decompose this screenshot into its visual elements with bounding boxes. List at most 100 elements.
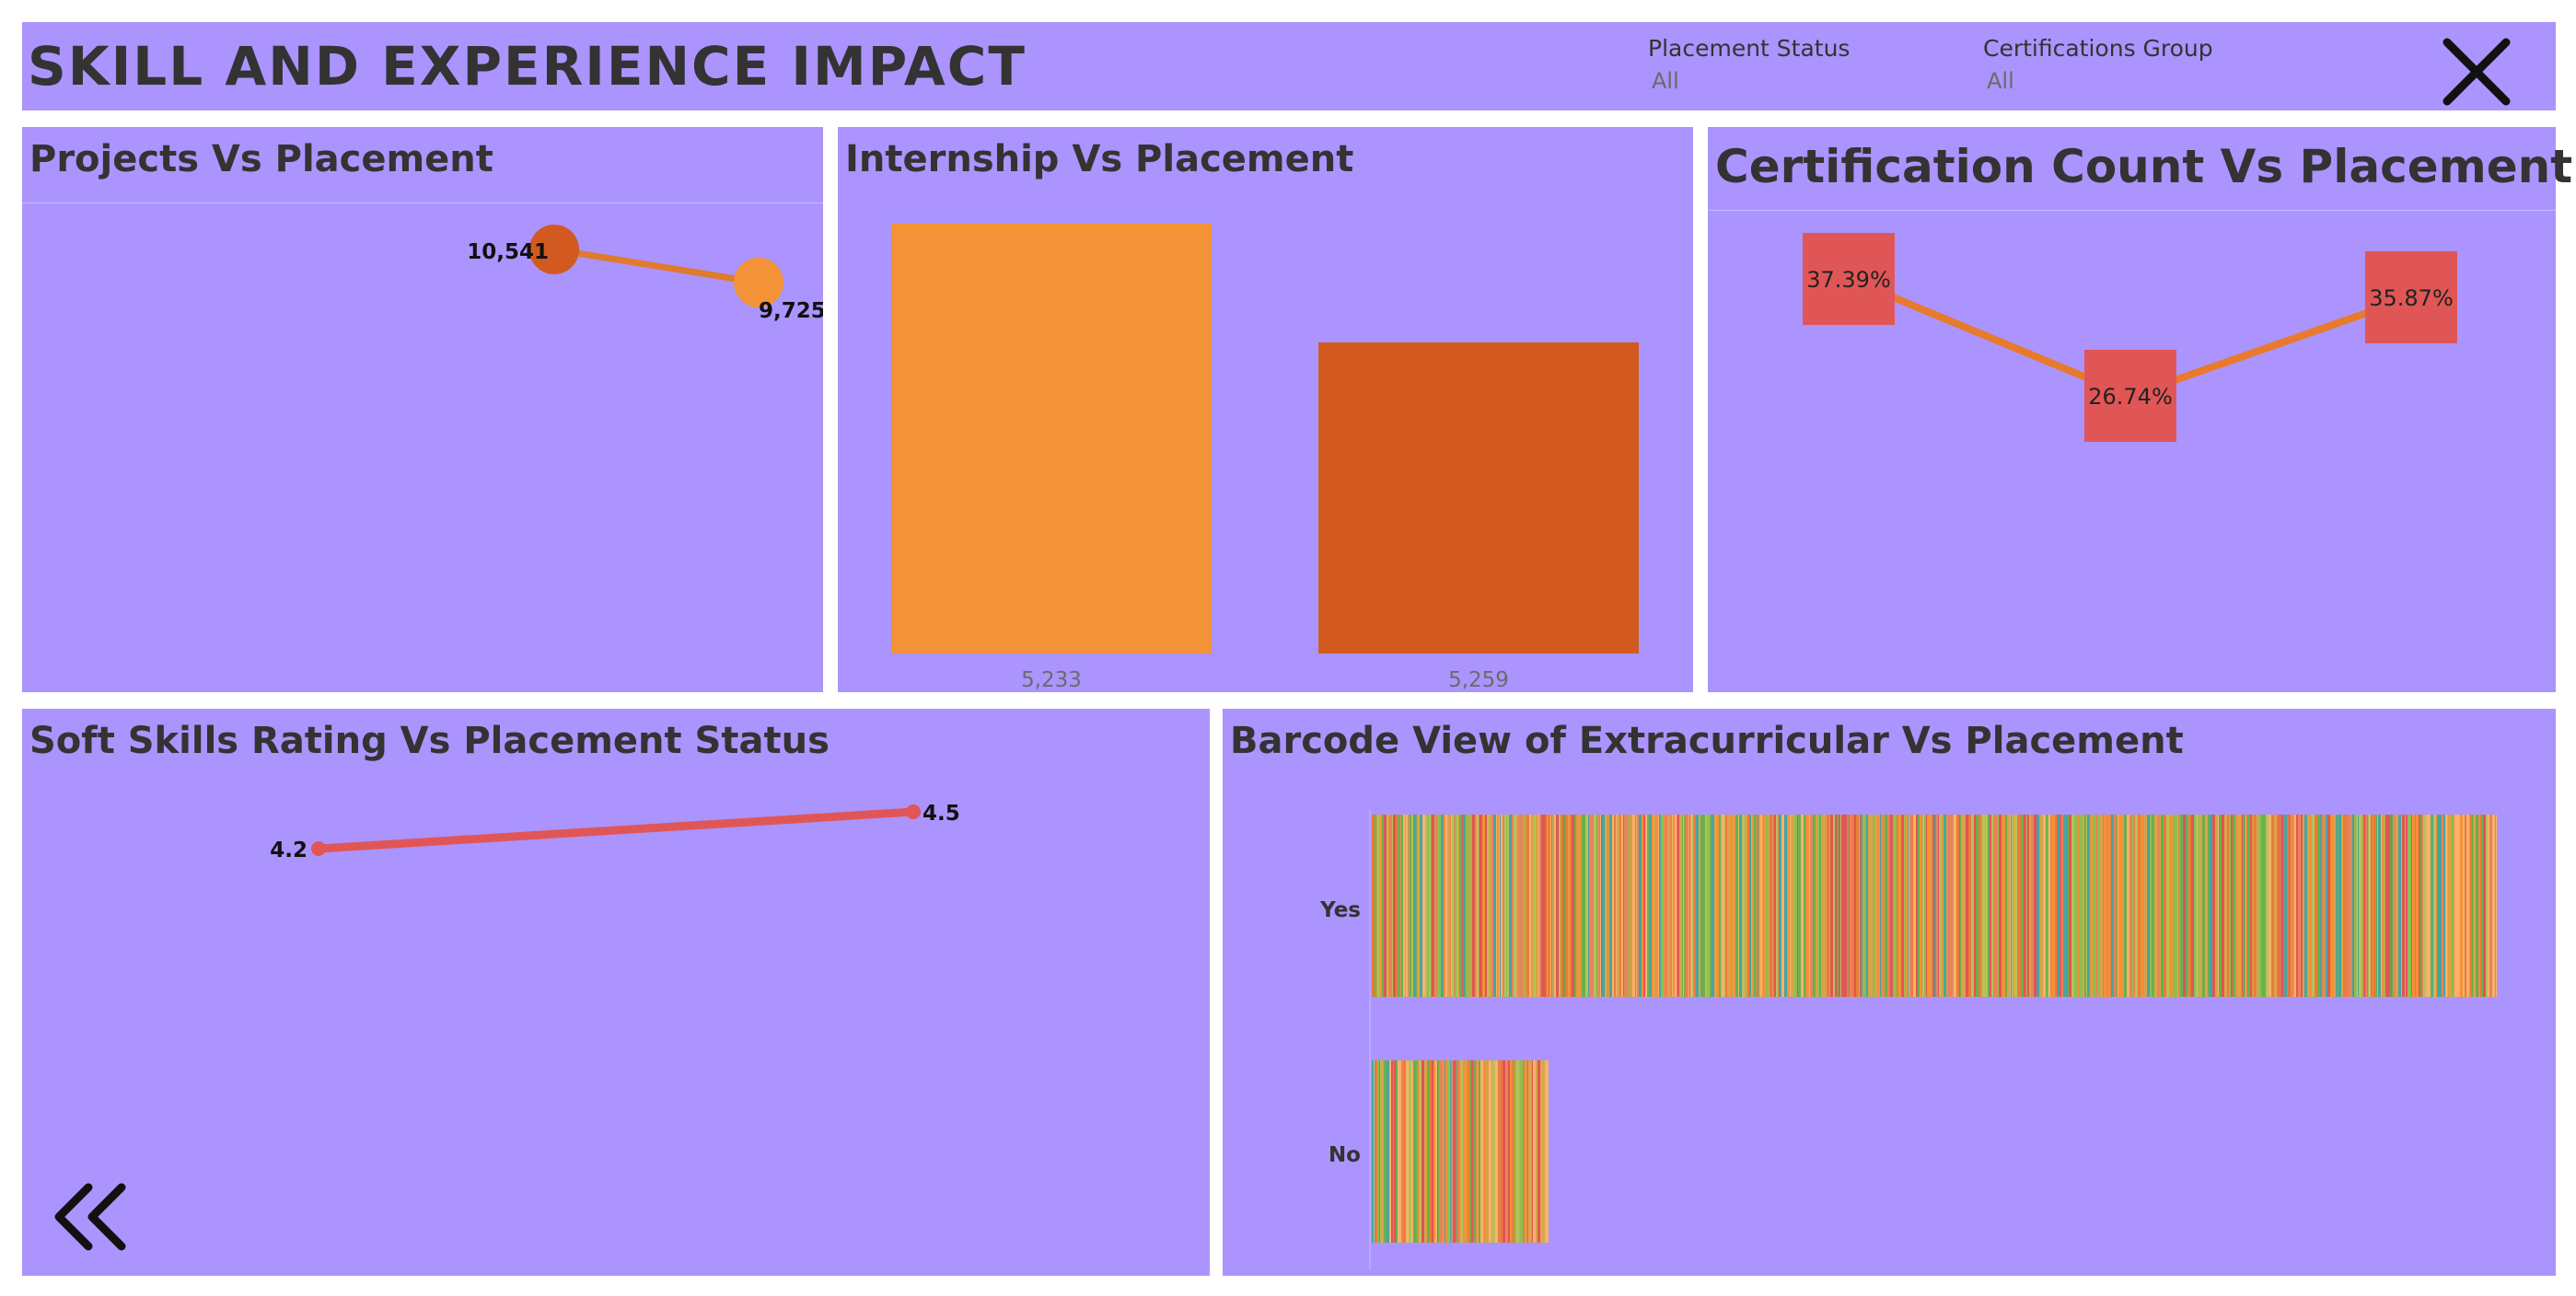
barcode-stripe xyxy=(1664,815,1665,997)
barcode-stripe xyxy=(2036,815,2039,997)
barcode-stripe xyxy=(2408,815,2410,997)
barcode-stripe xyxy=(1745,815,1746,997)
barcode-stripe xyxy=(1920,815,1921,997)
barcode-stripe xyxy=(2420,815,2422,997)
barcode-stripe xyxy=(1438,1060,1439,1243)
barcode-stripe xyxy=(1445,1060,1447,1243)
barcode-stripe xyxy=(1479,815,1482,997)
barcode-stripe xyxy=(2079,815,2080,997)
barcode-stripe xyxy=(2095,815,2097,997)
barcode-stripe xyxy=(1779,815,1781,997)
barcode-stripe xyxy=(1990,815,1991,997)
barcode-stripe xyxy=(1690,815,1691,997)
barcode-stripe xyxy=(1496,815,1497,997)
barcode-stripe xyxy=(1498,1060,1500,1243)
barcode-stripe xyxy=(1512,1060,1514,1243)
barcode-stripe xyxy=(1754,815,1756,997)
certification-point-1 xyxy=(1803,233,1895,325)
soft-skills-label-2: 4.5 xyxy=(922,802,960,826)
barcode-stripe xyxy=(1409,1060,1410,1243)
barcode-stripe xyxy=(1525,1060,1526,1243)
barcode-stripe xyxy=(1705,815,1707,997)
barcode-stripe xyxy=(1911,815,1913,997)
close-x-icon[interactable] xyxy=(2440,35,2513,109)
barcode-stripe xyxy=(1614,815,1616,997)
barcode-stripe xyxy=(1372,815,1374,997)
barcode-stripe xyxy=(2178,815,2179,997)
barcode-stripe xyxy=(1819,815,1821,997)
barcode-stripe xyxy=(1486,1060,1487,1243)
barcode-stripe xyxy=(1639,815,1642,997)
barcode-stripe xyxy=(2171,815,2173,997)
barcode-stripe xyxy=(2253,815,2254,997)
barcode-stripe xyxy=(1438,815,1441,997)
barcode-stripe xyxy=(2287,815,2289,997)
barcode-stripe xyxy=(1435,815,1438,997)
barcode-stripe xyxy=(1677,815,1679,997)
barcode-stripe xyxy=(1432,1060,1433,1243)
placement-status-filter-dropdown[interactable]: All xyxy=(1652,68,1679,94)
barcode-stripe xyxy=(1978,815,1981,997)
barcode-stripe xyxy=(2071,815,2074,997)
barcode-stripe xyxy=(2472,815,2473,997)
barcode-stripe xyxy=(2111,815,2114,997)
barcode-stripe xyxy=(1719,815,1721,997)
barcode-stripe xyxy=(1387,1060,1389,1243)
barcode-stripe xyxy=(1647,815,1648,997)
barcode-stripe xyxy=(1791,815,1793,997)
barcode-stripe xyxy=(1927,815,1930,997)
barcode-stripe xyxy=(1379,1060,1380,1243)
barcode-stripe xyxy=(1480,1060,1483,1243)
internship-bar-label-2: 5,259 xyxy=(1448,668,1509,692)
barcode-stripe xyxy=(2294,815,2296,997)
barcode-stripe xyxy=(2202,815,2203,997)
barcode-stripe xyxy=(1532,1060,1533,1243)
barcode-stripe xyxy=(2026,815,2027,997)
barcode-stripe xyxy=(1850,815,1852,997)
barcode-stripe xyxy=(2476,815,2477,997)
barcode-stripe xyxy=(1672,815,1673,997)
barcode-stripe xyxy=(2402,815,2405,997)
barcode-stripe xyxy=(1479,1060,1480,1243)
barcode-stripe xyxy=(1452,815,1454,997)
barcode-stripe xyxy=(2116,815,2117,997)
barcode-stripe xyxy=(1863,815,1866,997)
barcode-stripe xyxy=(1722,815,1724,997)
barcode-stripe xyxy=(1667,815,1670,997)
double-chevron-left-icon[interactable] xyxy=(52,1180,131,1254)
barcode-stripe xyxy=(2385,815,2388,997)
certifications-group-filter-dropdown[interactable]: All xyxy=(1987,68,2014,94)
barcode-stripe xyxy=(1520,1060,1523,1243)
barcode-stripe xyxy=(1801,815,1804,997)
barcode-chart-title: Barcode View of Extracurricular Vs Place… xyxy=(1230,720,2184,762)
barcode-stripe xyxy=(1839,815,1840,997)
barcode-stripe xyxy=(2325,815,2326,997)
barcode-stripe xyxy=(2091,815,2093,997)
barcode-stripe xyxy=(2049,815,2050,997)
barcode-stripe xyxy=(2411,815,2412,997)
barcode-stripe xyxy=(1642,815,1643,997)
barcode-stripe xyxy=(2063,815,2064,997)
barcode-stripe xyxy=(1468,815,1469,997)
barcode-stripe xyxy=(1470,815,1472,997)
barcode-stripe xyxy=(1450,1060,1451,1243)
soft-skills-point-1 xyxy=(311,841,326,856)
certification-chart-title: Certification Count Vs Placement xyxy=(1715,140,2573,193)
barcode-stripe xyxy=(2251,815,2252,997)
barcode-stripe xyxy=(1427,1060,1430,1243)
barcode-stripe xyxy=(2343,815,2345,997)
barcode-stripe xyxy=(1813,815,1816,997)
barcode-stripe xyxy=(1410,815,1411,997)
internship-chart-title: Internship Vs Placement xyxy=(845,138,1354,180)
barcode-stripe xyxy=(1529,815,1531,997)
barcode-stripe xyxy=(1376,815,1377,997)
barcode-stripe xyxy=(1652,815,1654,997)
barcode-stripe xyxy=(2177,815,2178,997)
barcode-stripe xyxy=(2366,815,2367,997)
barcode-stripe xyxy=(1941,815,1944,997)
barcode-stripe xyxy=(1939,815,1941,997)
barcode-stripe xyxy=(1689,815,1690,997)
barcode-stripe xyxy=(2274,815,2277,997)
barcode-stripe xyxy=(2018,815,2021,997)
barcode-stripe xyxy=(1396,815,1398,997)
